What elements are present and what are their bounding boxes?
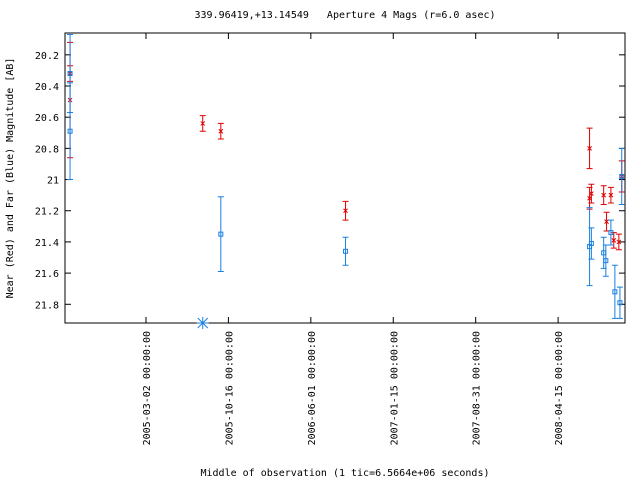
error-bar: [607, 219, 614, 246]
y-tick-label: 20.8: [35, 144, 59, 155]
point: [604, 219, 609, 225]
point: [67, 128, 73, 134]
error-bar: [217, 196, 224, 273]
y-tick-label: 21.8: [35, 300, 59, 311]
point: [608, 230, 614, 236]
point: [218, 128, 224, 134]
plot-frame: [64, 32, 626, 324]
point: [611, 238, 617, 243]
x-tick-label: 2007-01-15 00:00:00: [389, 331, 400, 445]
x-tick-label: 2005-10-16 00:00:00: [224, 331, 235, 445]
error-bar: [588, 227, 595, 260]
x-tick-label: 2005-03-02 00:00:00: [142, 331, 153, 445]
x-axis-label: Middle of observation (1 tic=6.5664e+06 …: [201, 468, 490, 479]
point: [616, 239, 622, 245]
point: [617, 300, 623, 306]
x-tick-label: 2008-04-15 00:00:00: [554, 331, 565, 445]
chart-title: 339.96419,+13.14549 Aperture 4 Mags (r=6…: [194, 10, 495, 21]
x-tick-label: 2006-06-01 00:00:00: [307, 331, 318, 445]
y-axis-label: Near (Red) and Far (Blue) Magnitude [AB]: [5, 58, 16, 299]
y-tick-label: 21: [47, 176, 59, 187]
point: [588, 240, 594, 246]
point: [619, 173, 625, 179]
point: [612, 289, 618, 295]
point: [200, 121, 206, 126]
point: [603, 258, 609, 264]
x-tick-label: 2007-08-31 00:00:00: [472, 331, 483, 445]
point: [67, 71, 73, 77]
point: [218, 231, 224, 237]
y-tick-label: 21.6: [35, 269, 59, 280]
error-bar: [618, 147, 625, 206]
error-bar: [342, 236, 349, 266]
y-tick-label: 21.4: [35, 238, 59, 249]
y-tick-label: 20.4: [35, 82, 59, 93]
point: [587, 146, 592, 151]
point: [608, 192, 614, 198]
y-tick-label: 20.2: [35, 51, 59, 62]
point: [589, 191, 594, 196]
error-bar: [67, 82, 74, 181]
point: [196, 317, 209, 329]
point: [343, 248, 349, 254]
error-bar: [611, 264, 618, 319]
point: [601, 192, 607, 198]
error-bar: [616, 286, 623, 319]
y-tick-label: 21.2: [35, 207, 59, 218]
point: [343, 208, 348, 214]
y-tick-label: 20.6: [35, 113, 59, 124]
error-bar: [586, 207, 593, 287]
error-bar: [602, 244, 609, 277]
